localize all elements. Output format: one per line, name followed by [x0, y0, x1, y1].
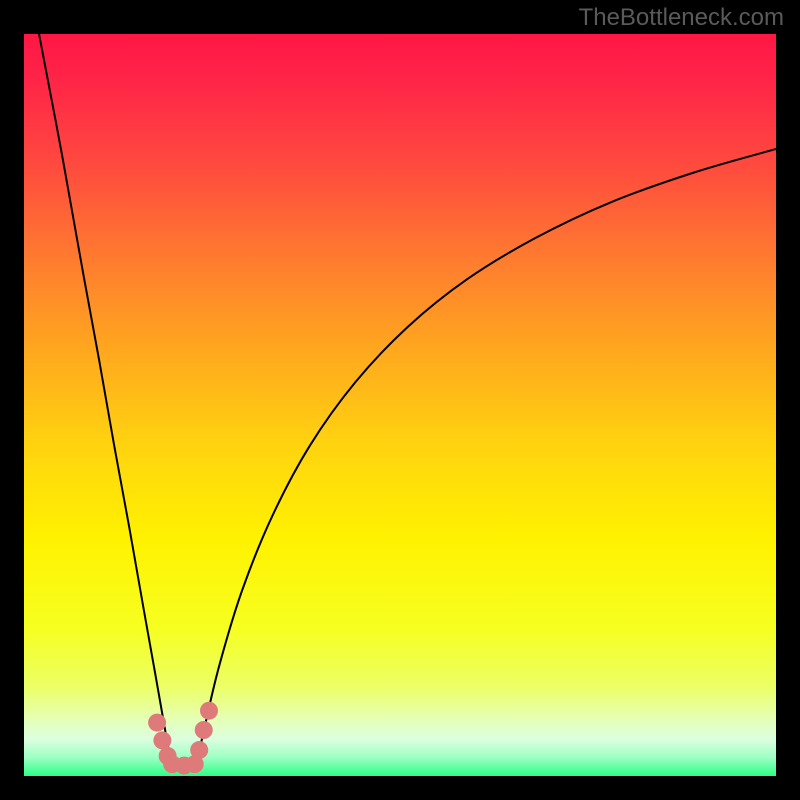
frame-border [0, 0, 24, 800]
watermark-text: TheBottleneck.com [579, 4, 784, 32]
marker-dot [148, 714, 166, 732]
gradient-background [24, 34, 776, 776]
bottleneck-chart [24, 34, 776, 776]
marker-dot [153, 731, 171, 749]
frame-border [0, 776, 800, 800]
marker-dot [200, 702, 218, 720]
marker-dot [195, 721, 213, 739]
marker-dot [190, 741, 208, 759]
frame-border [776, 0, 800, 800]
